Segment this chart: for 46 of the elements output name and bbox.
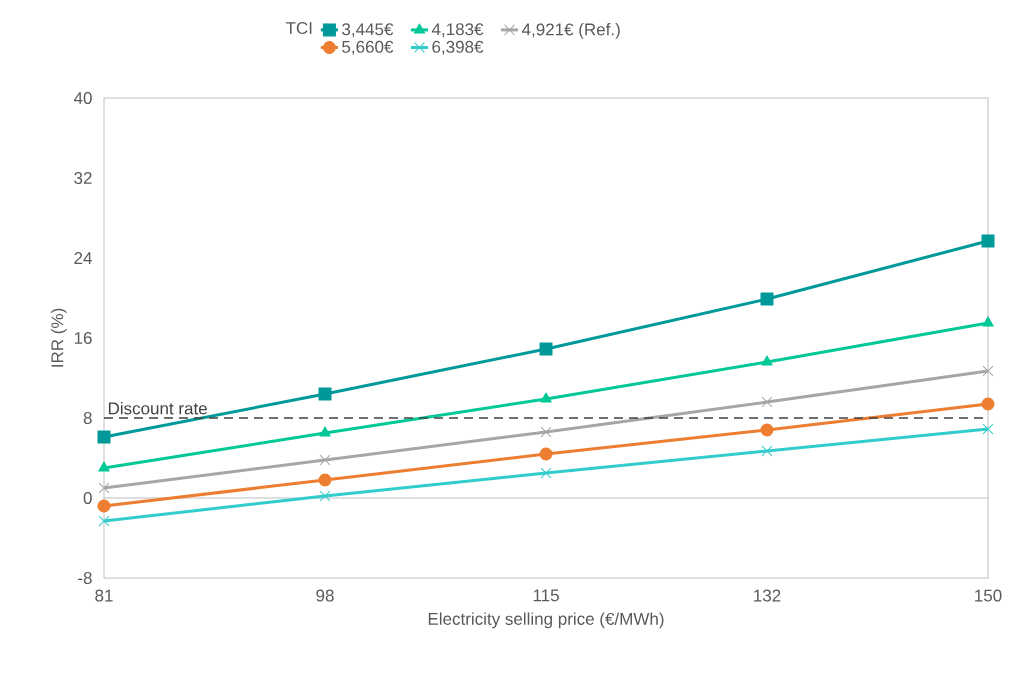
- y-tick-label: 32: [74, 171, 92, 185]
- point: [760, 423, 774, 437]
- legend-label: 4,921€ (Ref.): [521, 23, 620, 39]
- y-tick-label: 16: [74, 331, 92, 345]
- point: [98, 482, 110, 494]
- y-tick-label: -8: [78, 571, 92, 585]
- x-tick-label: 150: [975, 589, 1002, 602]
- legend-label: 3,445€: [342, 23, 394, 38]
- legend-label: 6,398€: [432, 40, 484, 55]
- point: [761, 355, 773, 366]
- x-tick-label: 132: [754, 589, 781, 602]
- point: [540, 426, 552, 438]
- point: [982, 316, 994, 327]
- point: [319, 490, 331, 502]
- point: [97, 430, 111, 444]
- y-axis-title: IRR (%): [50, 308, 67, 367]
- legend-title: TCI: [285, 22, 312, 35]
- point: [319, 454, 331, 466]
- legend-label: 5,660€: [342, 40, 394, 55]
- point: [981, 397, 995, 411]
- point: [981, 234, 995, 248]
- point: [540, 467, 552, 479]
- x-axis-title: Electricity selling price (€/MWh): [428, 612, 664, 629]
- point: [318, 387, 332, 401]
- y-tick-label: 24: [74, 252, 92, 264]
- point: [539, 342, 553, 356]
- point: [318, 473, 332, 487]
- point: [319, 426, 331, 437]
- y-tick-label: 8: [83, 411, 92, 425]
- point: [539, 447, 553, 461]
- point: [97, 499, 111, 513]
- y-tick-label: 40: [73, 91, 92, 105]
- point: [982, 423, 994, 435]
- point: [540, 392, 552, 403]
- x-tick-label: 81: [95, 589, 113, 602]
- point: [761, 445, 773, 457]
- point: [98, 515, 110, 527]
- point: [761, 396, 773, 408]
- legend-label: 4,183€: [431, 23, 484, 38]
- x-tick-label: 98: [316, 589, 334, 602]
- point: [98, 461, 110, 472]
- point: [760, 292, 774, 306]
- x-tick-label: 115: [533, 589, 559, 602]
- point: [982, 365, 994, 377]
- ref-line-label: Discount rate: [108, 401, 207, 415]
- y-tick-label: 0: [83, 491, 92, 505]
